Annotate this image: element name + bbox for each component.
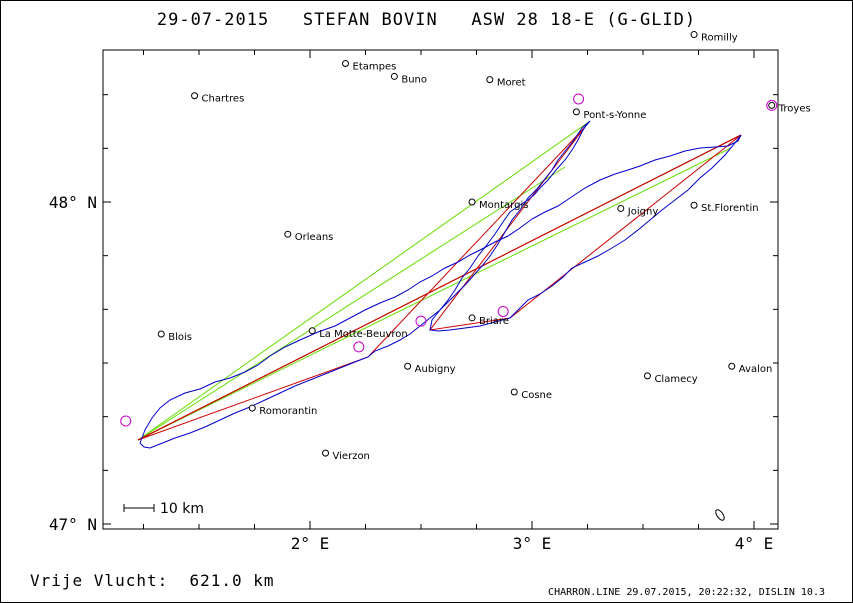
town-dot	[468, 314, 476, 322]
town-label: Clamecy	[654, 374, 697, 385]
town-label: Aubigny	[415, 364, 456, 375]
town-blois: Blois	[157, 330, 192, 343]
town-label: La Motte-Beuvron	[319, 329, 408, 340]
lon-axis-label: 2° E	[291, 534, 330, 553]
town-label: St.Florentin	[701, 203, 759, 214]
town-montargis: Montargis	[468, 198, 528, 211]
turnpoint-circle	[415, 315, 427, 327]
town-briare: Briare	[468, 314, 509, 327]
town-etampes: Etampes	[342, 60, 397, 73]
town-la-motte-beuvron: La Motte-Beuvron	[308, 327, 408, 340]
town-label: Avalon	[739, 364, 773, 375]
town-chartres: Chartres	[191, 92, 245, 105]
town-label: Romorantin	[259, 406, 317, 417]
town-st-florentin: St.Florentin	[690, 201, 759, 214]
town-label: Orleans	[295, 232, 334, 243]
town-label: Romilly	[701, 33, 738, 44]
turnpoint-markers	[120, 93, 778, 427]
flight-title: 29-07-2015 STEFAN BOVIN ASW 28 18-E (G-G…	[156, 10, 697, 30]
town-label: Moret	[497, 78, 526, 89]
gps-track	[139, 120, 742, 449]
town-buno: Buno	[390, 72, 427, 85]
town-cosne: Cosne	[510, 388, 552, 401]
town-moret: Moret	[486, 76, 526, 89]
turnpoint-circle	[353, 341, 365, 353]
town-dot	[191, 92, 199, 100]
town-label: Etampes	[353, 62, 397, 73]
lat-axis-label: 48° N	[49, 193, 97, 212]
town-dot	[322, 449, 330, 457]
town-dot	[404, 362, 412, 370]
town-troyes: Troyes	[768, 101, 811, 114]
axis-labels: 2° E 3° E 4° E 48° N 47° N	[49, 193, 773, 553]
scale-label: 10 km	[160, 501, 204, 517]
town-dot	[468, 198, 476, 206]
town-dot	[390, 72, 398, 80]
credit-line: CHARRON.LINE 29.07.2015, 20:22:32, DISLI…	[548, 587, 825, 598]
town-avalon: Avalon	[728, 362, 773, 375]
turnpoint-circle	[120, 415, 132, 427]
turnpoint-circle	[573, 93, 585, 105]
lon-axis-label: 3° E	[513, 534, 552, 553]
town-dot	[510, 388, 518, 396]
town-label: Buno	[401, 74, 427, 85]
town-label: Joigny	[627, 206, 659, 217]
free-flight-distance: Vrije Vlucht: 621.0 km	[30, 571, 275, 590]
town-dot	[157, 330, 165, 338]
lon-axis-label: 4° E	[735, 534, 774, 553]
town-dot	[486, 76, 494, 84]
town-clamecy: Clamecy	[643, 372, 698, 385]
map-plot-frame	[102, 49, 779, 530]
town-label: Montargis	[479, 200, 528, 211]
town-dot	[690, 201, 698, 209]
wind-indicator-icon	[715, 509, 725, 521]
turnpoint-circle	[497, 305, 509, 317]
town-orleans: Orleans	[284, 230, 334, 243]
town-dot	[768, 101, 776, 109]
town-dot	[342, 60, 350, 68]
town-dot	[643, 372, 651, 380]
town-dot	[308, 327, 316, 335]
town-label: Pont-s-Yonne	[583, 110, 646, 121]
axis-ticks	[103, 50, 778, 529]
turnpoint-circle	[766, 99, 778, 111]
town-label: Vierzon	[333, 451, 370, 462]
town-joigny: Joigny	[617, 204, 659, 217]
town-dot	[572, 108, 580, 116]
town-label: Briare	[479, 316, 509, 327]
town-dot	[248, 404, 256, 412]
town-dot	[728, 362, 736, 370]
town-label: Chartres	[202, 94, 245, 105]
town-label: Blois	[168, 332, 192, 343]
town-pont-s-yonne: Pont-s-Yonne	[572, 108, 646, 121]
town-dot	[690, 31, 698, 39]
town-aubigny: Aubigny	[404, 362, 456, 375]
optimized-route	[137, 126, 742, 441]
town-dot	[284, 230, 292, 238]
town-label: Cosne	[521, 390, 552, 401]
lat-axis-label: 47° N	[49, 515, 97, 534]
town-label: Troyes	[778, 103, 811, 114]
scale-bar: 10 km	[123, 501, 204, 517]
town-romilly: Romilly	[690, 31, 738, 44]
town-vierzon: Vierzon	[322, 449, 370, 462]
town-romorantin: Romorantin	[248, 404, 317, 417]
town-markers: Chartres Etampes Buno Moret Romilly Pont-s-Yo…	[157, 31, 811, 462]
town-dot	[617, 204, 625, 212]
